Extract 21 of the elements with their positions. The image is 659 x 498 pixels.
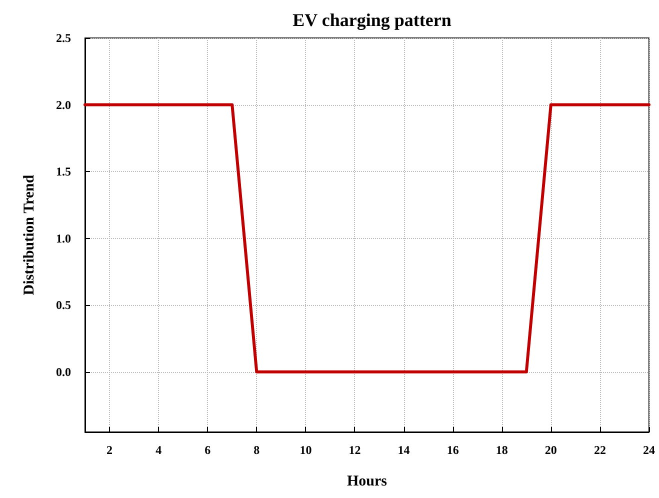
y-tick-label: 1.0: [56, 231, 71, 246]
x-tick-label: 12: [348, 443, 361, 457]
x-tick-label: 4: [156, 443, 162, 457]
chart-title: EV charging pattern: [292, 10, 452, 30]
y-tick-label: 2.0: [56, 98, 71, 112]
x-tick-label: 6: [204, 443, 211, 457]
y-tick-label: 2.5: [56, 31, 71, 45]
x-tick-label: 10: [300, 443, 312, 457]
y-tick-label: 0.0: [56, 364, 71, 379]
y-axis-title: Distribution Trend: [22, 174, 38, 296]
x-tick-label: 8: [254, 443, 260, 457]
x-tick-label: 2: [106, 443, 113, 457]
x-tick-label: 20: [544, 443, 557, 457]
x-tick-label: 24: [643, 443, 655, 457]
x-tick-label: 16: [446, 443, 459, 457]
x-axis-title: Hours: [346, 474, 388, 490]
y-tick-label: 1.5: [56, 164, 71, 179]
x-tick-label: 18: [496, 443, 508, 457]
y-tick-label: 0.5: [56, 298, 71, 312]
x-tick-label: 14: [398, 443, 410, 457]
x-tick-label: 22: [594, 443, 606, 457]
